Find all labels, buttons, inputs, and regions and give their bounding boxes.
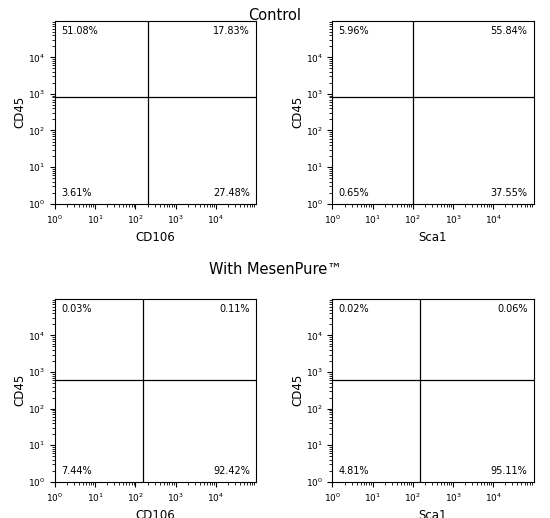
Text: 51.08%: 51.08% — [61, 26, 98, 36]
Text: 0.06%: 0.06% — [497, 304, 527, 314]
Text: 3.61%: 3.61% — [61, 188, 91, 198]
Text: 0.02%: 0.02% — [338, 304, 369, 314]
Text: 37.55%: 37.55% — [491, 188, 527, 198]
X-axis label: CD106: CD106 — [136, 509, 175, 518]
X-axis label: CD106: CD106 — [136, 232, 175, 244]
Y-axis label: CD45: CD45 — [14, 374, 27, 407]
Text: With MesenPure™: With MesenPure™ — [208, 262, 342, 277]
Text: Control: Control — [249, 8, 301, 23]
Text: 0.11%: 0.11% — [219, 304, 250, 314]
Y-axis label: CD45: CD45 — [14, 96, 27, 128]
X-axis label: Sca1: Sca1 — [419, 232, 447, 244]
Text: 7.44%: 7.44% — [61, 466, 92, 476]
Text: 17.83%: 17.83% — [213, 26, 250, 36]
Text: 55.84%: 55.84% — [491, 26, 527, 36]
X-axis label: Sca1: Sca1 — [419, 509, 447, 518]
Text: 92.42%: 92.42% — [213, 466, 250, 476]
Y-axis label: CD45: CD45 — [291, 96, 304, 128]
Y-axis label: CD45: CD45 — [291, 374, 304, 407]
Text: 27.48%: 27.48% — [213, 188, 250, 198]
Text: 4.81%: 4.81% — [338, 466, 369, 476]
Text: 5.96%: 5.96% — [338, 26, 369, 36]
Text: 95.11%: 95.11% — [491, 466, 527, 476]
Text: 0.65%: 0.65% — [338, 188, 369, 198]
Text: 0.03%: 0.03% — [61, 304, 91, 314]
